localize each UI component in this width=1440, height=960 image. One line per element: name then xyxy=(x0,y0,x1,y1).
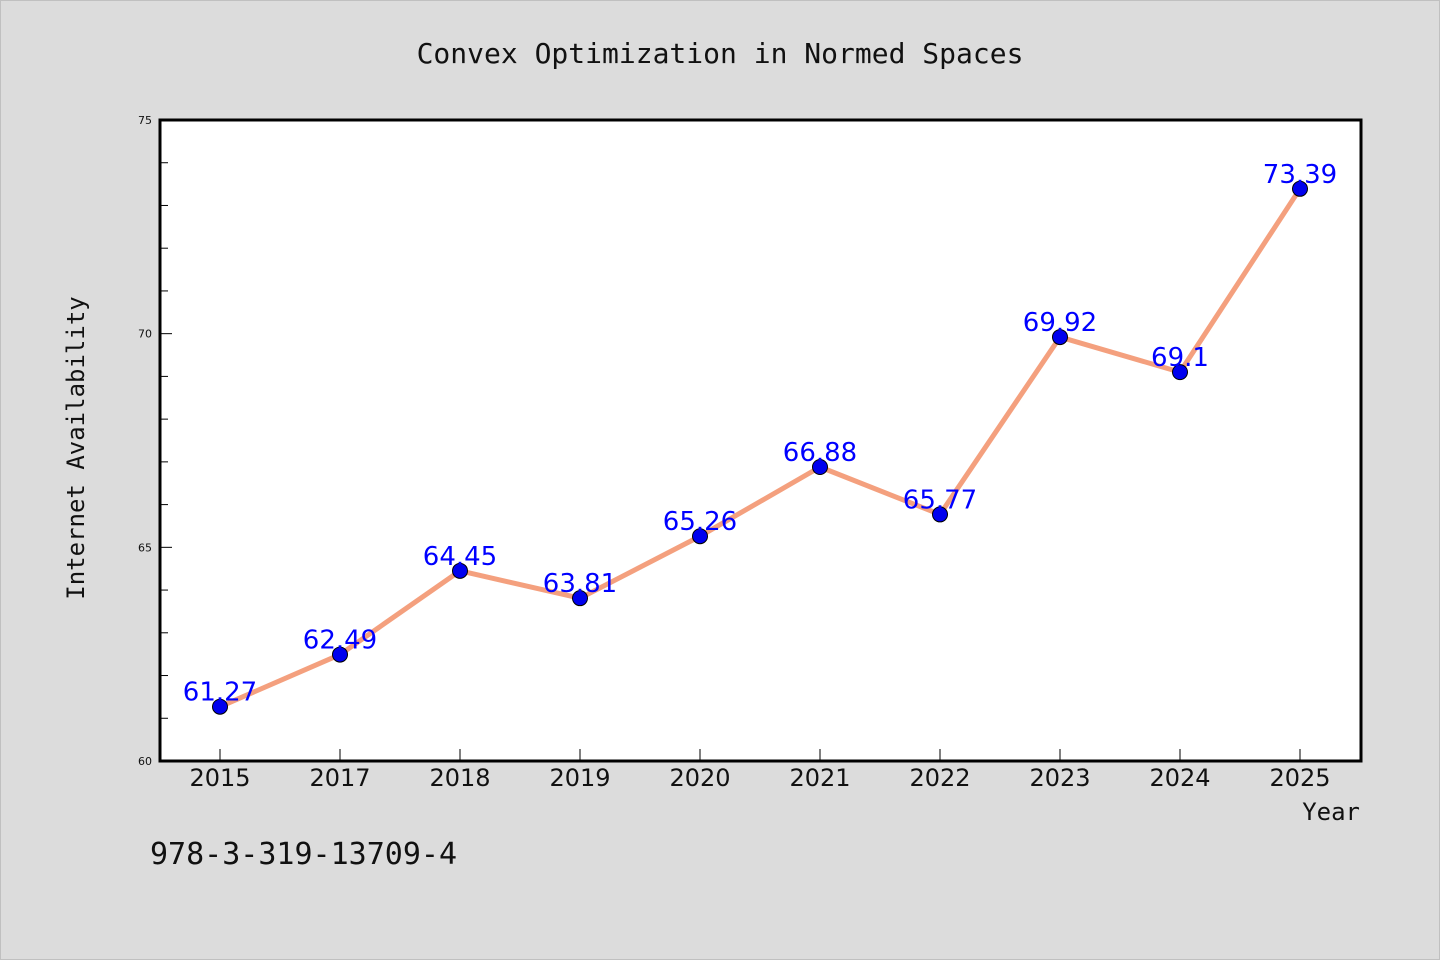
x-axis-label: Year xyxy=(1302,798,1360,826)
y-tick-label: 75 xyxy=(138,114,152,127)
y-tick-label: 60 xyxy=(138,755,152,768)
data-label: 66.88 xyxy=(783,438,857,468)
y-axis: 60 65 70 75 xyxy=(138,114,172,768)
chart-title: Convex Optimization in Normed Spaces xyxy=(417,37,1024,70)
series-line xyxy=(217,186,1303,710)
plot-area xyxy=(158,118,1363,763)
x-tick-label: 2019 xyxy=(549,764,610,792)
y-tick-label: 65 xyxy=(138,541,152,554)
x-tick-label: 2023 xyxy=(1029,764,1090,792)
data-labels: 61.27 62.49 64.45 63.81 65.26 66.88 65.77 69.92… xyxy=(183,160,1337,708)
data-point xyxy=(932,506,948,523)
data-point xyxy=(1052,329,1068,346)
data-label: 69.92 xyxy=(1023,308,1097,338)
x-axis: 2015 2017 2018 2019 2020 2021 2022 2023 2024 2025 xyxy=(189,749,1331,792)
data-label: 63.81 xyxy=(543,569,617,599)
isbn-annotation: 978-3-319-13709-4 xyxy=(150,837,457,872)
x-tick-label: 2025 xyxy=(1269,764,1330,792)
x-tick-label: 2018 xyxy=(429,764,490,792)
data-point xyxy=(812,458,828,475)
x-tick-label: 2022 xyxy=(909,764,970,792)
y-tick-label: 70 xyxy=(138,328,152,341)
x-tick-label: 2017 xyxy=(309,764,370,792)
x-tick-label: 2020 xyxy=(669,764,730,792)
x-tick-label: 2015 xyxy=(189,764,250,792)
data-point xyxy=(332,646,348,663)
data-label: 62.49 xyxy=(303,626,377,656)
data-point xyxy=(452,562,468,579)
data-point xyxy=(212,698,228,715)
data-label: 73.39 xyxy=(1263,160,1337,190)
data-label: 65.77 xyxy=(903,485,977,515)
data-label: 64.45 xyxy=(423,542,497,572)
y-axis-label: Internet Availability xyxy=(62,296,90,599)
data-points xyxy=(212,180,1308,715)
data-point xyxy=(692,528,708,545)
data-point xyxy=(572,590,588,607)
data-label: 61.27 xyxy=(183,678,257,708)
data-point xyxy=(1172,364,1188,381)
data-label: 65.26 xyxy=(663,507,737,537)
x-tick-label: 2024 xyxy=(1149,764,1210,792)
data-label: 69.1 xyxy=(1151,343,1209,373)
x-tick-label: 2021 xyxy=(789,764,850,792)
data-point xyxy=(1292,180,1308,197)
